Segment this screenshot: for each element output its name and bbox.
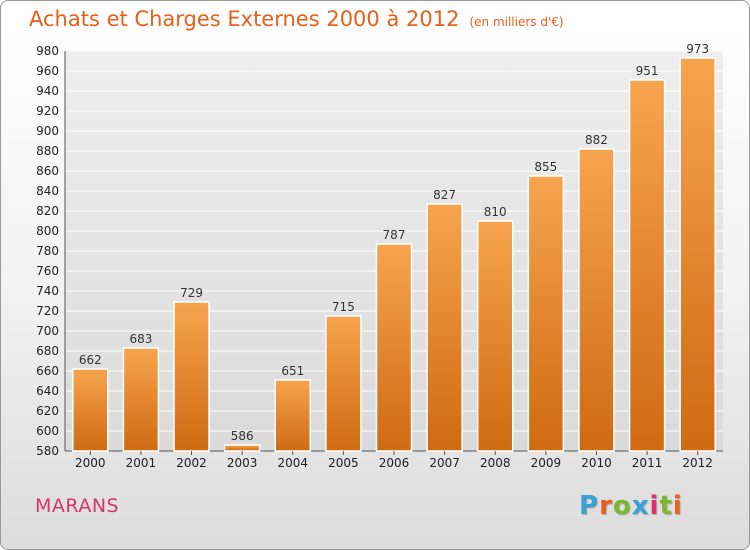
y-tick-label: 800: [36, 224, 59, 238]
bar-2000: [72, 368, 109, 452]
location-label: MARANS: [35, 495, 120, 517]
y-tick-label: 940: [36, 84, 59, 98]
bar-2003: [223, 444, 261, 452]
x-axis: 2000 2001 2002 2003 2004 2005 2006 2007 2008 2009…: [75, 451, 713, 470]
y-tick-label: 920: [36, 104, 59, 118]
bar-2007: [426, 203, 463, 452]
y-tick-label: 620: [36, 404, 59, 418]
bar-2009: [527, 175, 565, 452]
value-label: 827: [433, 188, 456, 202]
bar-2002: [173, 301, 210, 452]
logo-letter: r: [599, 491, 613, 521]
logo-letter: i: [649, 491, 660, 521]
x-tick-label: 2003: [227, 456, 258, 470]
y-tick-label: 780: [36, 244, 59, 258]
y-tick-label: 860: [36, 164, 59, 178]
chart-title-text: Achats et Charges Externes 2000 à 2012: [29, 7, 460, 31]
value-label: 973: [686, 42, 709, 56]
y-tick-label: 960: [36, 64, 59, 78]
logo-letter: t: [659, 491, 673, 521]
logo-letter: i: [672, 491, 683, 521]
x-tick-label: 2004: [277, 456, 308, 470]
value-label: 855: [534, 160, 557, 174]
y-tick-label: 980: [36, 44, 59, 58]
y-tick-label: 640: [36, 384, 59, 398]
y-tick-label: 700: [36, 324, 59, 338]
bar-2006: [375, 243, 413, 452]
y-tick-label: 720: [36, 304, 59, 318]
y-tick-label: 740: [36, 284, 59, 298]
y-tick-label: 580: [36, 444, 59, 458]
proxiti-logo[interactable]: Proxiti: [579, 491, 683, 521]
x-tick-label: 2009: [531, 456, 562, 470]
bar-2011: [628, 79, 666, 452]
bars: 662 683 729 586 651 715 787 827 810 855 882 951 973: [72, 42, 716, 452]
chart-subtitle: (en milliers d'€): [469, 15, 564, 29]
y-tick-label: 760: [36, 264, 59, 278]
x-tick-label: 2006: [379, 456, 410, 470]
value-label: 729: [180, 286, 203, 300]
value-label: 882: [585, 133, 608, 147]
y-tick-label: 680: [36, 344, 59, 358]
value-label: 651: [281, 364, 304, 378]
x-tick-label: 2007: [429, 456, 460, 470]
value-label: 951: [636, 64, 659, 78]
bar-2012: [679, 57, 716, 452]
x-tick-label: 2010: [581, 456, 612, 470]
x-tick-label: 2012: [682, 456, 713, 470]
y-tick-label: 600: [36, 424, 59, 438]
value-label: 715: [332, 300, 355, 314]
bar-2010: [578, 148, 615, 452]
bar-2001: [122, 347, 160, 452]
chart-title: Achats et Charges Externes 2000 à 2012 (e…: [29, 7, 564, 31]
logo-letter: o: [612, 491, 632, 521]
logo-letter: P: [579, 491, 600, 521]
y-tick-label: 820: [36, 204, 59, 218]
value-label: 683: [129, 332, 152, 346]
bar-2004: [274, 379, 312, 452]
y-tick-label: 840: [36, 184, 59, 198]
value-label: 662: [79, 353, 102, 367]
x-tick-label: 2001: [126, 456, 157, 470]
x-tick-label: 2005: [328, 456, 359, 470]
y-tick-label: 900: [36, 124, 59, 138]
x-tick-label: 2002: [176, 456, 207, 470]
bar-2005: [325, 315, 362, 452]
bar-2008: [476, 220, 514, 452]
x-tick-label: 2000: [75, 456, 106, 470]
value-label: 810: [484, 205, 507, 219]
x-tick-label: 2011: [632, 456, 663, 470]
value-label: 586: [231, 429, 254, 443]
logo-letter: x: [631, 491, 650, 521]
y-tick-label: 880: [36, 144, 59, 158]
y-tick-label: 660: [36, 364, 59, 378]
x-tick-label: 2008: [480, 456, 511, 470]
value-label: 787: [383, 228, 406, 242]
